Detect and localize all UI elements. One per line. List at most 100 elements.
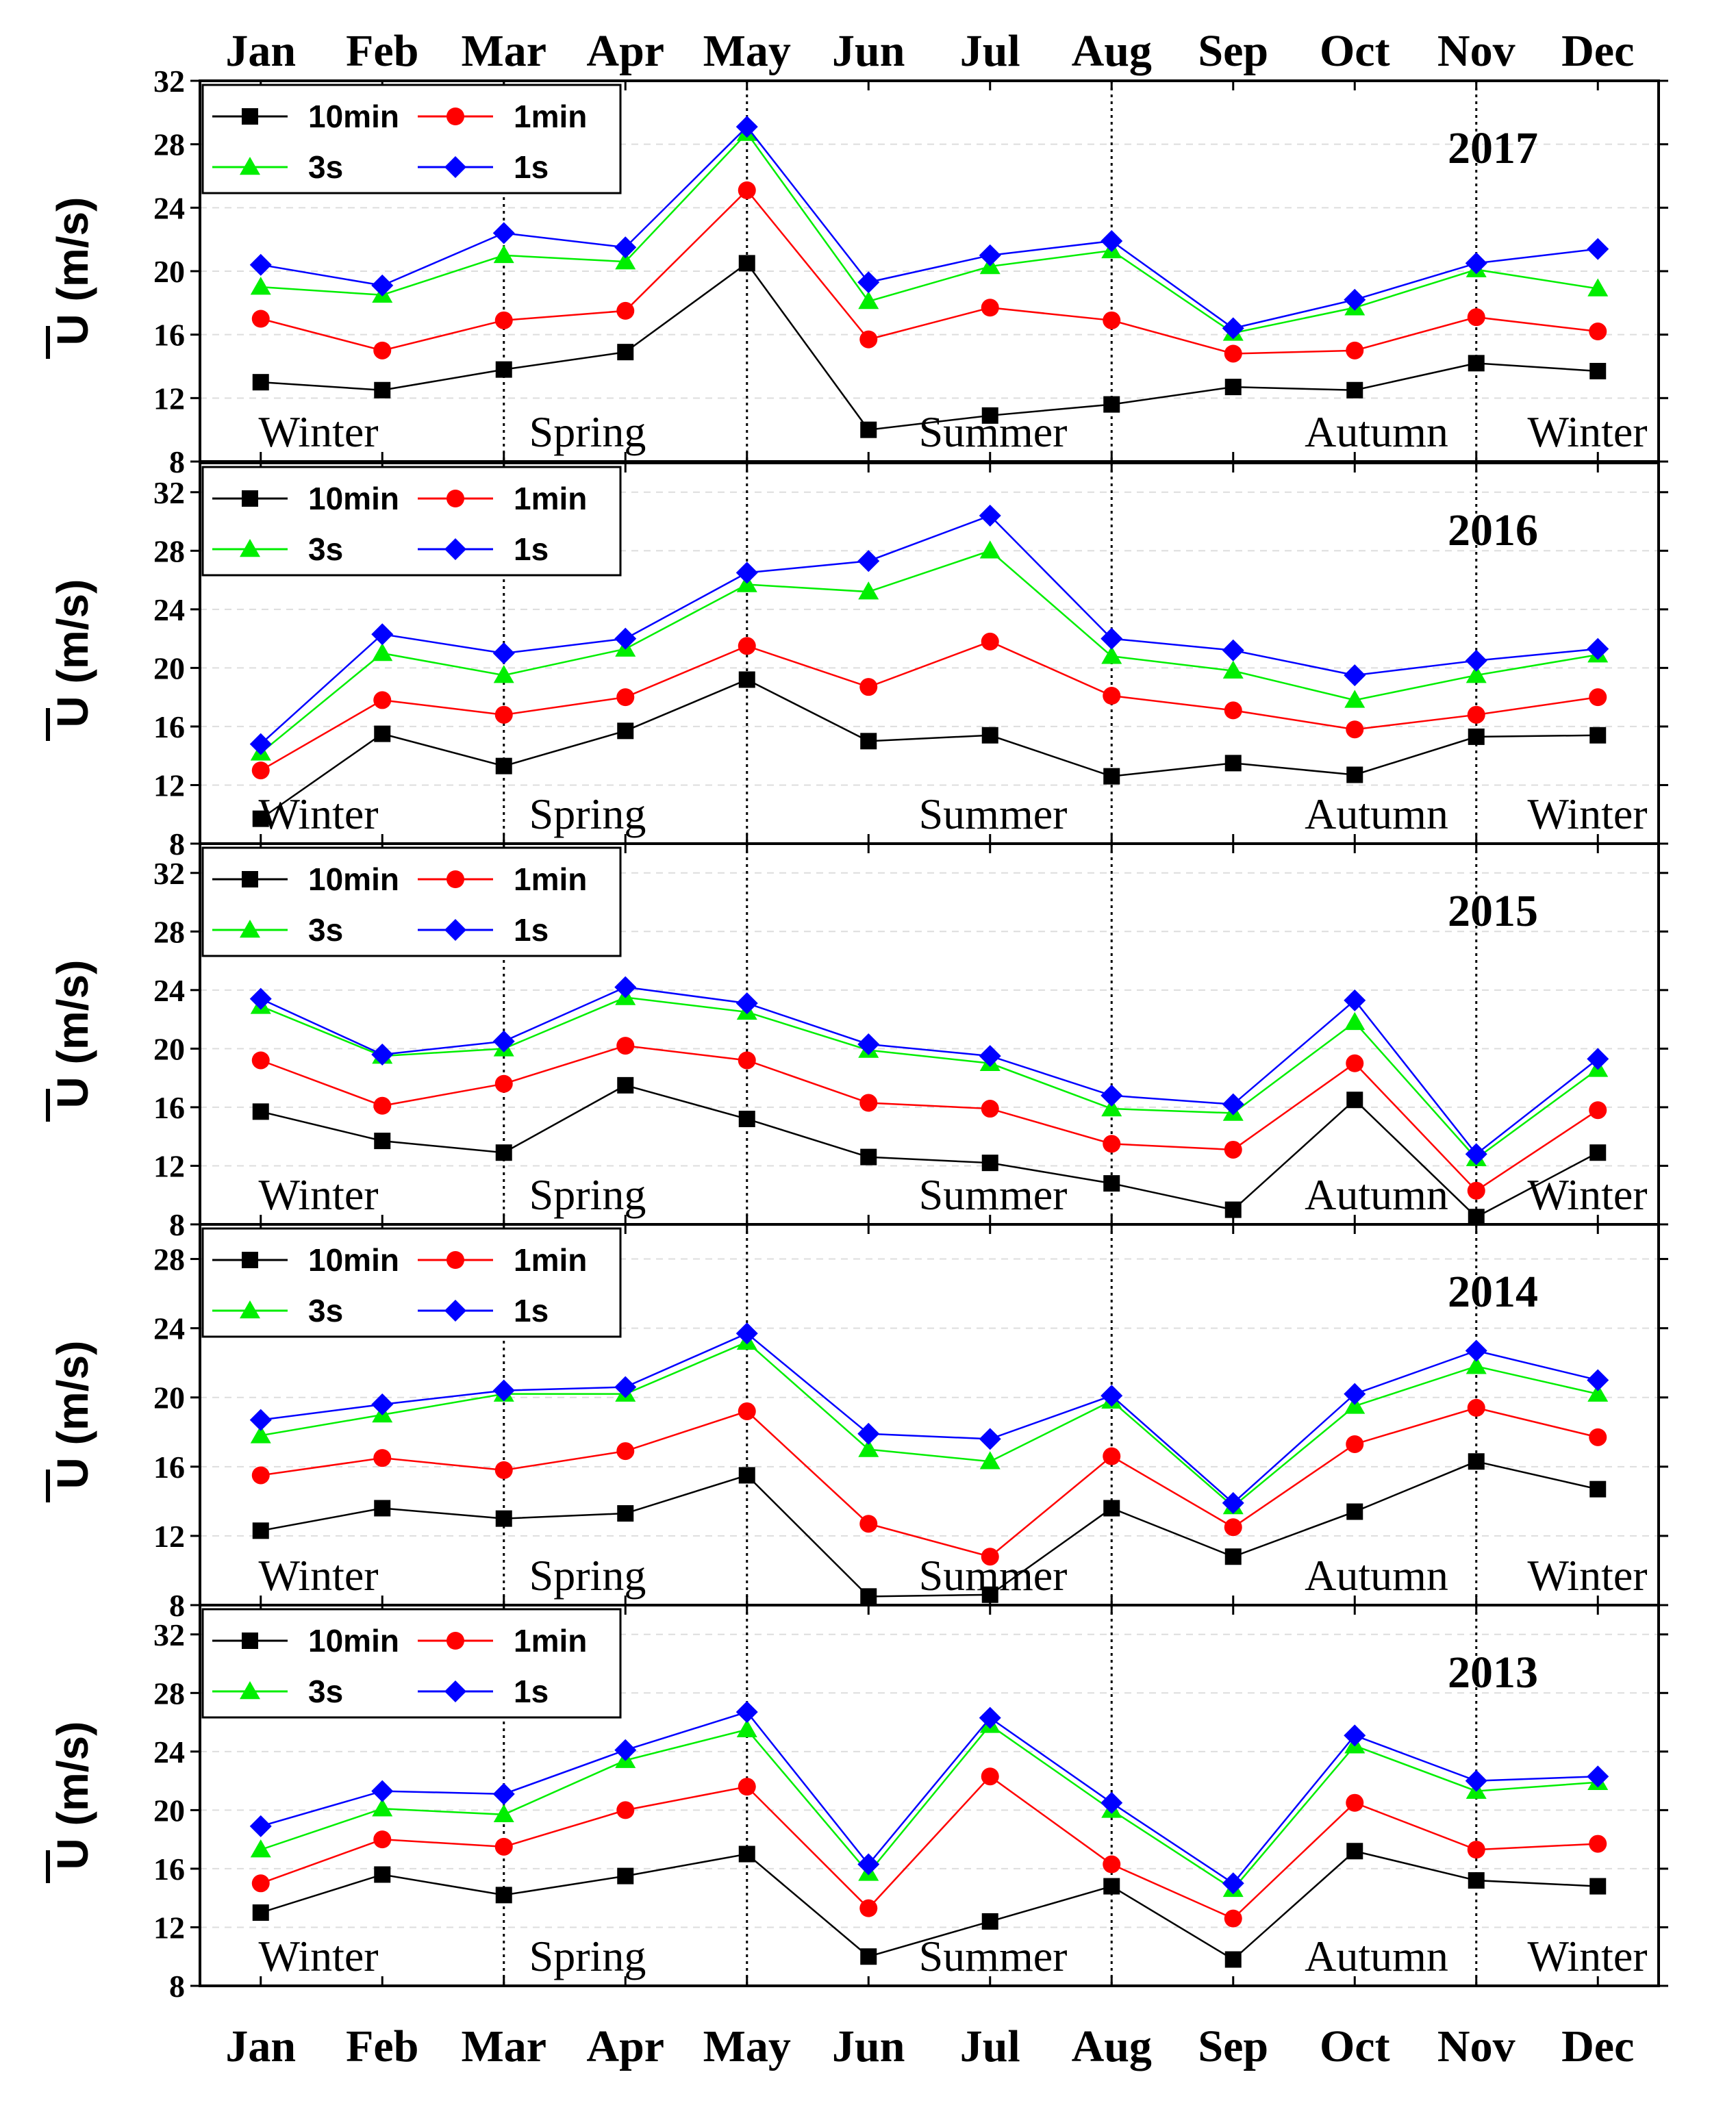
data-point-diamond	[1344, 1724, 1366, 1747]
data-point-diamond	[1344, 288, 1366, 311]
data-point-circle	[859, 330, 878, 349]
month-label-top: Apr	[586, 26, 664, 76]
data-point-triangle	[736, 1719, 757, 1738]
legend-label: 10min	[308, 861, 399, 897]
data-point-diamond	[444, 919, 466, 941]
data-point-circle	[1103, 311, 1121, 329]
season-label: Winter	[1527, 790, 1647, 838]
y-tick-label: 16	[153, 1852, 185, 1887]
y-tick-label: 20	[153, 1031, 185, 1066]
y-axis-title: U (m/s)	[48, 579, 97, 728]
month-label-bottom: Dec	[1561, 2021, 1634, 2071]
y-axis-title: U (m/s)	[48, 1341, 97, 1489]
data-point-triangle	[858, 291, 879, 310]
data-point-square	[617, 1867, 634, 1885]
legend-label: 10min	[308, 1242, 399, 1278]
series-line-10min	[260, 1850, 1598, 1961]
y-axis-title: U (m/s)	[48, 1722, 97, 1870]
panel-frame	[199, 1604, 1660, 1987]
legend: 10min 1min 3s 1s	[201, 846, 622, 957]
data-point-square	[1346, 381, 1363, 399]
data-point-circle	[1589, 323, 1607, 341]
data-point-diamond	[371, 1043, 394, 1066]
data-point-triangle	[493, 244, 514, 264]
year-label: 2013	[1448, 1648, 1538, 1698]
data-point-square	[242, 871, 258, 887]
legend-box	[201, 1227, 622, 1338]
y-axis-title: U (m/s)	[48, 197, 97, 346]
legend-box	[201, 466, 622, 577]
legend-label: 10min	[308, 1623, 399, 1659]
data-point-triangle	[250, 1425, 271, 1444]
data-point-square	[242, 1633, 258, 1649]
series-line-3s	[260, 131, 1598, 334]
series-line-10min	[260, 1084, 1598, 1218]
data-point-square	[242, 108, 258, 125]
data-point-triangle	[1101, 646, 1122, 664]
data-point-diamond	[1222, 639, 1244, 661]
data-point-circle	[1467, 1398, 1485, 1417]
season-label: Spring	[529, 1932, 646, 1980]
month-label-top: Dec	[1561, 26, 1634, 76]
series-line-1s	[260, 125, 1598, 329]
month-label-top: Jun	[832, 26, 905, 76]
data-point-diamond	[1344, 664, 1366, 687]
data-point-circle	[373, 1449, 392, 1467]
data-point-diamond	[614, 976, 637, 998]
data-point-circle	[251, 1051, 270, 1070]
data-point-square	[1589, 1480, 1607, 1498]
legend-label: 10min	[308, 481, 399, 516]
data-point-triangle	[1465, 1356, 1487, 1374]
data-point-diamond	[1222, 317, 1244, 340]
data-point-triangle	[250, 1839, 271, 1858]
y-tick-label: 12	[153, 1910, 185, 1945]
data-point-triangle	[979, 1451, 1001, 1470]
series-markers-1min	[251, 1767, 1607, 1928]
data-point-diamond	[249, 253, 272, 276]
season-label: Summer	[919, 1932, 1068, 1980]
data-point-square	[1224, 755, 1242, 772]
y-tick-label: 12	[153, 1519, 185, 1554]
legend-label: 1s	[514, 1674, 549, 1709]
top-month-axis: Jan Feb Mar Apr May Jun Jul Aug Sep Oct Nov Dec	[225, 26, 1634, 76]
data-point-square	[981, 727, 998, 744]
month-label-top: May	[703, 26, 791, 76]
data-point-diamond	[979, 244, 1001, 266]
data-point-square	[1468, 1209, 1485, 1226]
data-point-circle	[1103, 687, 1121, 705]
year-label: 2016	[1448, 505, 1538, 555]
season-label: Summer	[919, 407, 1068, 456]
data-point-square	[242, 1252, 258, 1268]
data-point-square	[738, 671, 755, 688]
panel-2014: 8 12 16 20 24 28 U (m/s) 2014 Winter Spring Summer…	[46, 1223, 1668, 1623]
data-point-circle	[446, 870, 464, 888]
data-point-square	[374, 1500, 391, 1517]
month-label-top: Jan	[225, 26, 296, 76]
data-point-square	[374, 1866, 391, 1883]
season-label: Winter	[1527, 1932, 1647, 1980]
legend-label: 1min	[514, 481, 587, 516]
data-point-diamond	[1587, 1048, 1609, 1070]
data-point-diamond	[857, 1033, 880, 1055]
series-markers-3s	[250, 1331, 1609, 1515]
data-point-diamond	[1587, 638, 1609, 660]
data-point-square	[1224, 379, 1242, 396]
legend-label: 1min	[514, 861, 587, 897]
y-tick-label: 20	[153, 651, 185, 685]
data-point-triangle	[493, 665, 514, 683]
data-point-circle	[494, 1837, 513, 1856]
series-markers-10min	[252, 671, 1607, 827]
data-point-circle	[446, 1251, 464, 1269]
data-point-square	[1589, 727, 1607, 744]
legend-label: 1s	[514, 531, 549, 567]
data-point-circle	[446, 108, 464, 125]
data-point-circle	[1224, 344, 1242, 363]
data-point-circle	[251, 1466, 270, 1485]
y-tick-label: 28	[153, 1242, 185, 1277]
series-markers-1s	[249, 116, 1609, 340]
data-point-circle	[373, 691, 392, 709]
series-line-10min	[260, 262, 1598, 431]
bottom-month-axis: Jan Feb Mar Apr May Jun Jul Aug Sep Oct Nov Dec	[225, 2021, 1634, 2071]
series-line-3s	[260, 996, 1598, 1160]
